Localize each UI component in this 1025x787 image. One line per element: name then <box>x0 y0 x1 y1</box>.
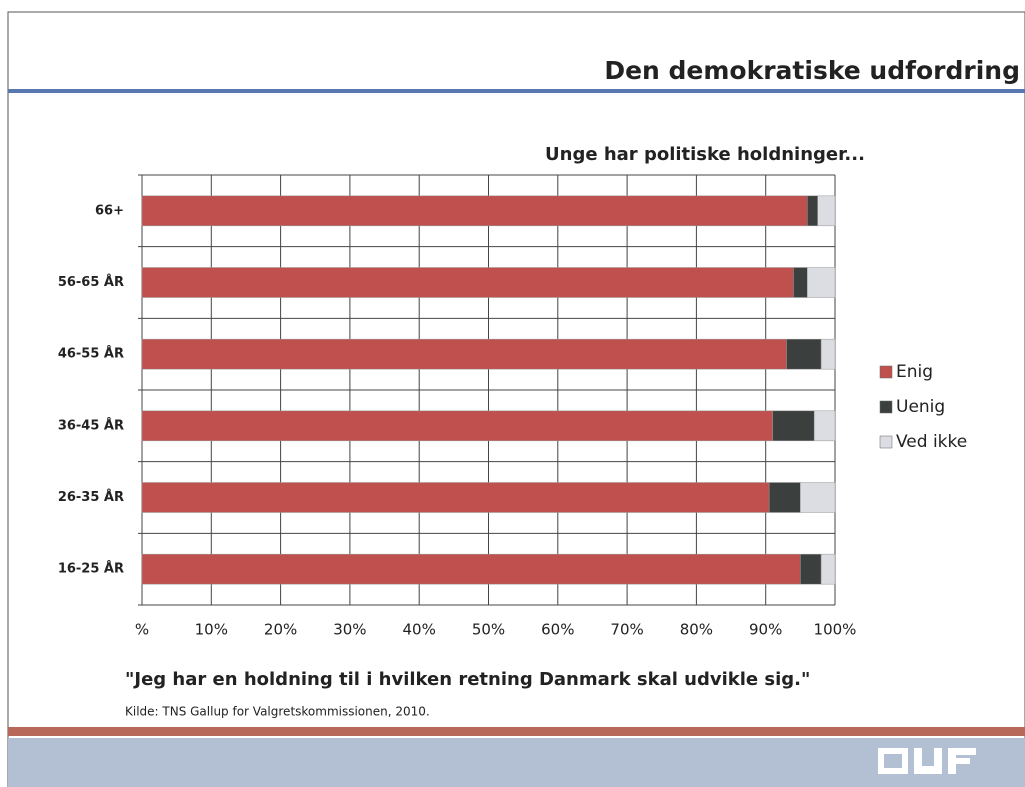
bar-segment <box>772 410 815 442</box>
bar-segment <box>768 482 801 513</box>
source: Kilde: TNS Gallup for Valgretskommission… <box>125 705 430 719</box>
y-tick-label: 46-55 ÅR <box>58 346 124 362</box>
bar-segment <box>807 195 818 227</box>
bar-segment <box>141 267 794 298</box>
x-tick-label: 60% <box>541 621 574 639</box>
x-tick-label: 90% <box>749 621 782 639</box>
bar-segment <box>141 195 808 227</box>
bar-segment <box>820 338 836 370</box>
bar-segment <box>141 338 787 370</box>
x-tick-label: % <box>135 621 149 639</box>
title-rule <box>8 89 1025 93</box>
x-tick-label: 100% <box>814 621 857 639</box>
x-tick-label: 50% <box>472 621 505 639</box>
x-tick-label: 70% <box>610 621 643 639</box>
bar-segment <box>141 553 801 585</box>
legend-swatch <box>879 365 893 379</box>
y-tick-label: 66+ <box>95 203 124 218</box>
x-tick-label: 10% <box>195 621 228 639</box>
bar-segment <box>800 553 822 585</box>
bar-segment <box>141 482 770 513</box>
bar-segment <box>820 553 836 585</box>
x-tick-label: 80% <box>680 621 713 639</box>
bar-segment <box>807 267 836 298</box>
legend-label: Enig <box>896 362 933 382</box>
legend-swatch <box>879 400 893 414</box>
footer-band <box>8 738 1025 787</box>
bar-segment <box>813 410 836 442</box>
bar-segment <box>141 410 773 442</box>
bar-segment <box>793 267 808 298</box>
caption: "Jeg har en holdning til i hvilken retni… <box>125 669 810 690</box>
x-tick-label: 20% <box>264 621 297 639</box>
bar-segment <box>800 482 836 513</box>
x-tick-label: 40% <box>403 621 436 639</box>
y-tick-label: 16-25 ÅR <box>58 561 124 577</box>
y-tick-label: 26-35 ÅR <box>58 489 124 505</box>
bar-segment <box>817 195 836 227</box>
bar-segment <box>786 338 822 370</box>
y-tick-label: 56-65 ÅR <box>58 274 124 290</box>
legend-label: Uenig <box>896 397 945 417</box>
chart-title: Unge har politiske holdninger... <box>545 144 865 165</box>
x-tick-label: 30% <box>333 621 366 639</box>
legend-swatch <box>879 435 893 449</box>
logo <box>878 748 976 774</box>
slide-title: Den demokratiske udfordring <box>604 56 1020 85</box>
legend-label: Ved ikke <box>896 432 967 452</box>
y-tick-label: 36-45 ÅR <box>58 417 124 433</box>
footer-rule <box>8 727 1025 736</box>
